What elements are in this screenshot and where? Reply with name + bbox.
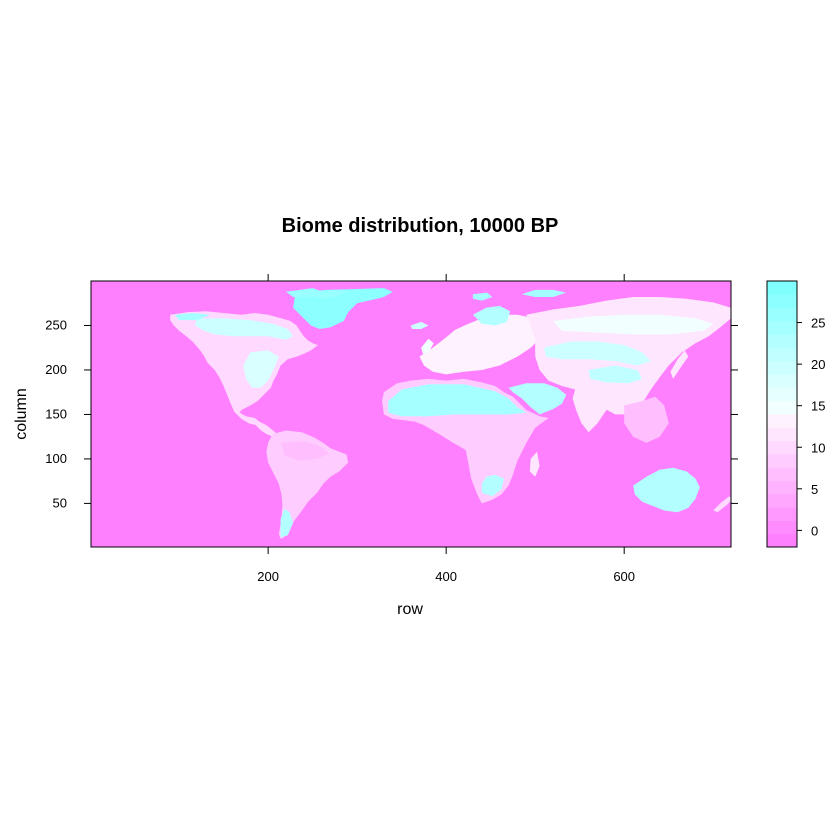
color-key-label: 0 (811, 523, 818, 538)
color-key-label: 25 (811, 316, 825, 331)
color-key: 0 5 10 15 20 25 (766, 280, 825, 548)
region-amazon (281, 441, 329, 461)
color-key-swatch (767, 387, 797, 402)
color-key-swatch (767, 400, 797, 415)
color-key-swatch (767, 281, 797, 295)
region-svalbard (472, 292, 493, 301)
color-key-swatch (767, 480, 797, 495)
region-india (572, 387, 611, 433)
region-scandinavia (472, 305, 511, 326)
color-key-swatch (767, 520, 797, 535)
color-key-swatch (767, 467, 797, 481)
color-key-label: 20 (811, 357, 825, 372)
region-tundraarctic (174, 313, 211, 321)
region-borealcanada (195, 318, 294, 340)
region-centralasiasteppe (544, 341, 651, 366)
chart-title: Biome distribution, 10000 BP (282, 215, 559, 237)
color-key-swatch (767, 347, 797, 362)
y-tick-label: 200 (45, 362, 67, 377)
region-tibet (588, 365, 642, 384)
y-axis: 50 100 150 200 250 (45, 317, 738, 510)
color-key-swatch (767, 294, 797, 309)
color-key-swatch (767, 307, 797, 322)
x-tick-label: 200 (257, 569, 279, 584)
region-middleeast (508, 383, 567, 415)
region-siberia (553, 314, 714, 335)
region-northamerica (170, 311, 318, 437)
color-key-label: 5 (811, 482, 818, 497)
color-key-label: 15 (811, 399, 825, 414)
color-key-swatch (767, 360, 797, 375)
region-newzealand (713, 496, 731, 513)
region-patagonia (280, 508, 294, 538)
x-axis: 200 400 600 (257, 274, 635, 584)
region-seasia (624, 396, 669, 443)
color-key-swatch (767, 374, 797, 388)
color-key-swatch (767, 493, 797, 508)
region-madagascar (529, 451, 540, 477)
map-regions (170, 288, 731, 539)
color-key-swatch (767, 334, 797, 348)
region-europe (419, 314, 545, 375)
region-kalahari (481, 474, 504, 497)
y-tick-label: 100 (45, 451, 67, 466)
y-axis-title: column (13, 388, 30, 440)
color-key-swatch (767, 533, 797, 548)
region-greenland (293, 288, 393, 329)
region-australia (633, 467, 700, 513)
color-key-swatch (767, 427, 797, 442)
x-axis-title: row (397, 601, 423, 618)
color-key-swatch (767, 507, 797, 521)
y-tick-label: 150 (45, 406, 67, 421)
color-key-frame (766, 280, 798, 548)
region-iceland (410, 321, 429, 329)
color-key-label: 10 (811, 440, 825, 455)
color-key-swatch (767, 453, 797, 468)
region-britishisles (421, 338, 434, 354)
y-tick-label: 250 (45, 317, 67, 332)
region-easternus (243, 350, 279, 388)
x-tick-label: 600 (613, 569, 635, 584)
region-sahara (388, 384, 527, 417)
y-tick-label: 50 (53, 495, 67, 510)
color-key-swatch (767, 320, 797, 335)
region-japan (670, 350, 689, 379)
color-key-swatch (767, 414, 797, 428)
color-key-swatch (767, 440, 797, 455)
region-arcticislands (312, 289, 349, 299)
region-novayazemlya (521, 289, 567, 297)
x-tick-label: 400 (435, 569, 457, 584)
